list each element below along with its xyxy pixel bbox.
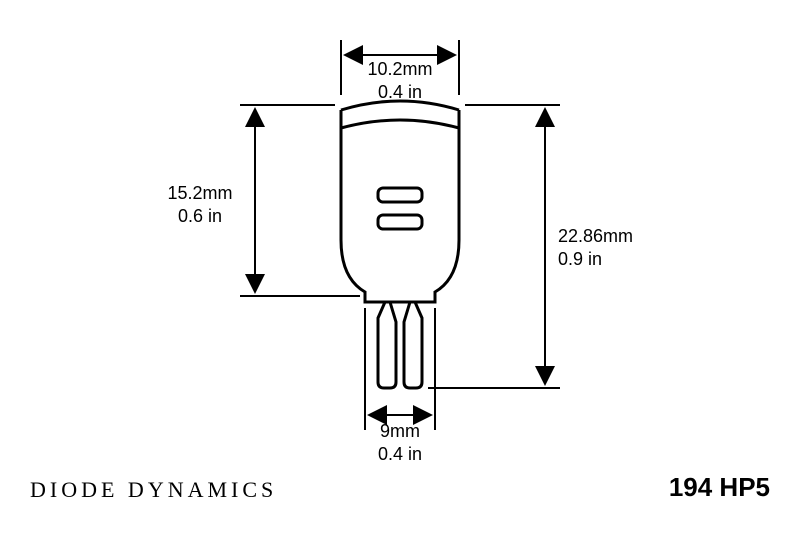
bulb-base xyxy=(378,302,422,388)
label-body-height: 15.2mm 0.6 in xyxy=(150,182,250,229)
model-label: 194 HP5 xyxy=(669,472,770,503)
label-top-width: 10.2mm 0.4 in xyxy=(350,58,450,105)
dim-total-height xyxy=(428,105,560,388)
dim-base-width xyxy=(365,308,435,430)
brand-label: DIODE DYNAMICS xyxy=(30,477,277,503)
label-total-height: 22.86mm 0.9 in xyxy=(558,225,668,272)
technical-diagram: 10.2mm 0.4 in 15.2mm 0.6 in 22.86mm 0.9 … xyxy=(0,0,800,533)
label-base-width: 9mm 0.4 in xyxy=(355,420,445,467)
bulb-body xyxy=(341,101,459,302)
